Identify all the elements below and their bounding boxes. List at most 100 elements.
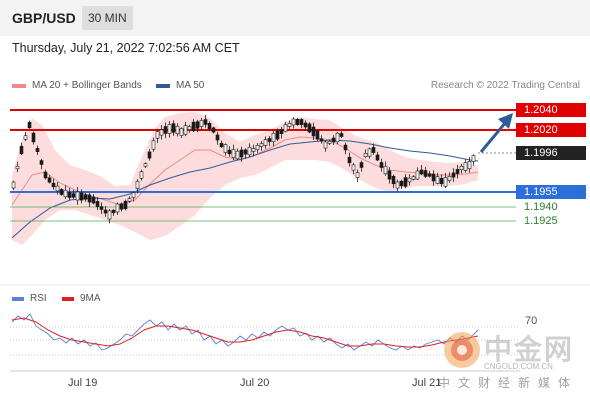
candle-body xyxy=(271,132,276,143)
candle-body xyxy=(383,165,388,175)
candle-body xyxy=(91,196,96,204)
candle-body xyxy=(131,192,136,198)
candle-body xyxy=(167,124,172,134)
candle-body xyxy=(263,139,268,146)
candle-body xyxy=(147,151,152,159)
candle-body xyxy=(123,200,128,210)
candle-body xyxy=(335,132,340,143)
candle-body xyxy=(299,119,304,125)
candle-body xyxy=(111,209,116,214)
candle-body xyxy=(31,132,36,143)
candle-body xyxy=(403,177,408,187)
candle-body xyxy=(203,119,208,125)
x-label-jul20: Jul 20 xyxy=(240,377,270,389)
forecast-arrow-head xyxy=(498,113,513,129)
candle-body xyxy=(323,141,328,149)
chart-datetime: Thursday, July 21, 2022 7:02:56 AM CET xyxy=(12,41,240,55)
candle-body xyxy=(175,125,180,135)
x-label-jul21: Jul 21 xyxy=(412,377,442,389)
candle-body xyxy=(455,169,460,174)
watermark: 中金网 CNGOLD.COM.CN 中文财经新媒体 xyxy=(438,326,588,390)
candle-body xyxy=(59,189,64,195)
candle-body xyxy=(247,146,252,156)
candle-body xyxy=(407,177,412,183)
candle-body xyxy=(411,176,416,180)
candle-body xyxy=(415,170,420,180)
candle-body xyxy=(95,201,100,207)
candle-body xyxy=(267,138,272,142)
candle-body xyxy=(243,149,248,155)
candle-body xyxy=(375,154,380,161)
candle-body xyxy=(139,171,144,179)
candle-body xyxy=(199,120,204,127)
candle-body xyxy=(343,144,348,151)
candle-body xyxy=(427,173,432,177)
candle-body xyxy=(75,191,80,201)
candle-body xyxy=(331,137,336,143)
candle-body xyxy=(155,131,160,139)
currency-pair-title: GBP/USD xyxy=(12,10,76,26)
candle-body xyxy=(19,145,24,155)
candle-body xyxy=(171,123,176,133)
candle-body xyxy=(219,142,224,148)
candle-body xyxy=(367,148,372,157)
candle-body xyxy=(115,203,120,213)
legend-ma50: MA 50 xyxy=(156,80,204,91)
price-tag-r2: 1.2040 xyxy=(516,103,586,117)
candle-body xyxy=(259,143,264,147)
candle-body xyxy=(47,177,52,183)
candle-body xyxy=(379,162,384,168)
timeframe-button[interactable]: 30 MIN xyxy=(82,6,133,30)
candle-body xyxy=(119,203,124,210)
candle-body xyxy=(23,135,28,140)
candle-body xyxy=(255,145,260,150)
candle-body xyxy=(11,181,16,189)
candle-body xyxy=(79,192,84,201)
candle-body xyxy=(39,160,44,165)
rsi-9ma-line xyxy=(11,317,479,348)
candle-body xyxy=(159,129,164,136)
candle-body xyxy=(359,162,364,168)
candle-body xyxy=(387,170,392,180)
candle-body xyxy=(215,134,220,141)
rsi-line xyxy=(11,313,479,351)
candle-body xyxy=(143,163,148,167)
candle-body xyxy=(431,173,436,182)
price-tag-r1: 1.2020 xyxy=(516,123,586,137)
candle-body xyxy=(283,124,288,132)
candle-body xyxy=(187,126,192,130)
candle-body xyxy=(99,206,104,210)
candle-body xyxy=(399,180,404,187)
candle-body xyxy=(287,123,292,127)
candle-body xyxy=(231,149,236,158)
price-tag-pivot: 1.1955 xyxy=(516,185,586,199)
candle-body xyxy=(435,176,440,184)
bollinger-band xyxy=(12,112,478,245)
legend-bollinger-label: MA 20 + Bollinger Bands xyxy=(32,80,142,91)
watermark-brand: 中金网 xyxy=(484,334,575,365)
candle-body xyxy=(235,150,240,160)
candle-body xyxy=(239,149,244,158)
legend-9ma-label: 9MA xyxy=(80,293,101,304)
ma9-swatch xyxy=(62,296,74,301)
candle-body xyxy=(351,164,356,171)
forecast-arrow-shaft xyxy=(479,121,508,153)
legend-rsi-label: RSI xyxy=(30,293,47,304)
candle-body xyxy=(251,148,256,152)
legend-rsi: RSI xyxy=(12,293,47,304)
candle-body xyxy=(107,210,112,220)
candle-body xyxy=(339,133,344,137)
candle-body xyxy=(391,175,396,185)
candle-body xyxy=(207,123,212,129)
candle-body xyxy=(451,172,456,178)
candle-body xyxy=(347,156,352,164)
candle-body xyxy=(67,192,72,198)
candle-body xyxy=(371,147,376,153)
x-label-jul19: Jul 19 xyxy=(68,377,98,389)
candle-body xyxy=(327,141,332,144)
candlesticks xyxy=(11,114,476,224)
candle-body xyxy=(355,172,360,178)
bollinger-swatch xyxy=(12,83,26,88)
candle-body xyxy=(275,130,280,140)
